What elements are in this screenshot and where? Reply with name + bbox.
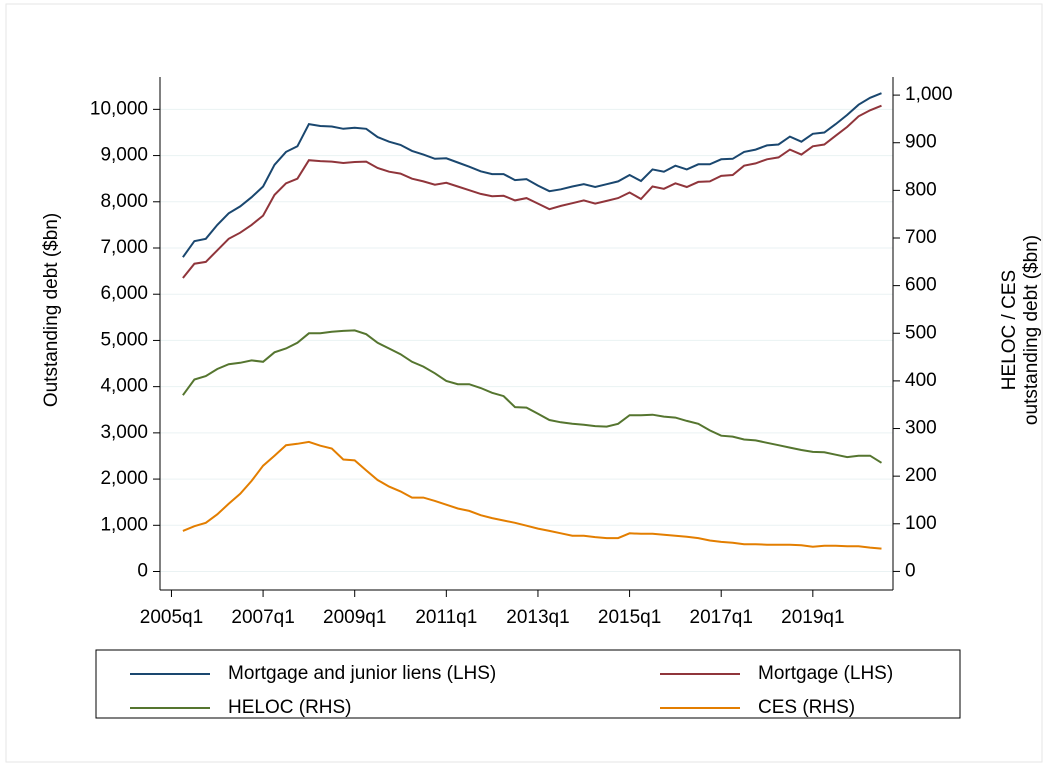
y-tick-label: 7,000	[100, 237, 148, 258]
x-tick-label: 2011q1	[415, 607, 477, 628]
y-tick-label: 8,000	[100, 191, 148, 212]
y-tick-label: 1,000	[100, 514, 148, 535]
y2-axis-title: HELOC / CES	[999, 270, 1020, 390]
x-tick-label: 2009q1	[323, 607, 386, 628]
x-tick-label: 2019q1	[781, 607, 844, 628]
chart-frame	[5, 3, 1043, 763]
y2-tick-label: 600	[905, 275, 937, 296]
series-line	[182, 329, 883, 464]
y-tick-label: 5,000	[100, 329, 148, 350]
x-tick-label: 2015q1	[598, 607, 661, 628]
y2-tick-label: 700	[905, 227, 937, 248]
y-tick-label: 9,000	[100, 145, 148, 166]
legend-label: CES (RHS)	[758, 697, 855, 718]
y-tick-label: 0	[137, 561, 148, 582]
legend-label: HELOC (RHS)	[228, 697, 352, 718]
y-tick-label: 2,000	[100, 468, 148, 489]
y2-tick-label: 400	[905, 370, 937, 391]
y2-tick-label: 0	[905, 560, 916, 581]
y2-tick-label: 800	[905, 179, 937, 200]
legend-label: Mortgage (LHS)	[758, 663, 893, 684]
series-line	[182, 440, 882, 550]
y2-tick-label: 1,000	[905, 84, 953, 105]
x-tick-label: 2007q1	[231, 607, 294, 628]
y2-tick-label: 200	[905, 465, 937, 486]
x-tick-label: 2005q1	[140, 607, 203, 628]
x-tick-label: 2017q1	[690, 607, 753, 628]
y-tick-label: 6,000	[100, 283, 148, 304]
y-tick-label: 4,000	[100, 376, 148, 397]
y2-tick-label: 100	[905, 513, 937, 534]
y-axis-title: Outstanding debt ($bn)	[41, 213, 62, 407]
series-line	[182, 92, 882, 258]
y2-axis-title: outstanding debt ($bn)	[1021, 235, 1042, 425]
y2-tick-label: 500	[905, 322, 937, 343]
legend-label: Mortgage and junior liens (LHS)	[228, 663, 496, 684]
legend-box	[95, 649, 961, 719]
y2-tick-label: 300	[905, 418, 937, 439]
y-tick-label: 10,000	[90, 98, 148, 119]
y2-tick-label: 900	[905, 132, 937, 153]
x-tick-label: 2013q1	[506, 607, 569, 628]
y-tick-label: 3,000	[100, 422, 148, 443]
series-line	[182, 104, 882, 279]
